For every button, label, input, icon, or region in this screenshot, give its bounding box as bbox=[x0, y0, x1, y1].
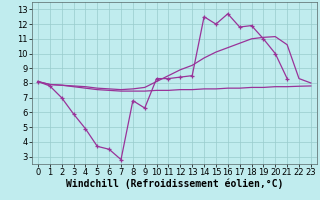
X-axis label: Windchill (Refroidissement éolien,°C): Windchill (Refroidissement éolien,°C) bbox=[66, 179, 283, 189]
